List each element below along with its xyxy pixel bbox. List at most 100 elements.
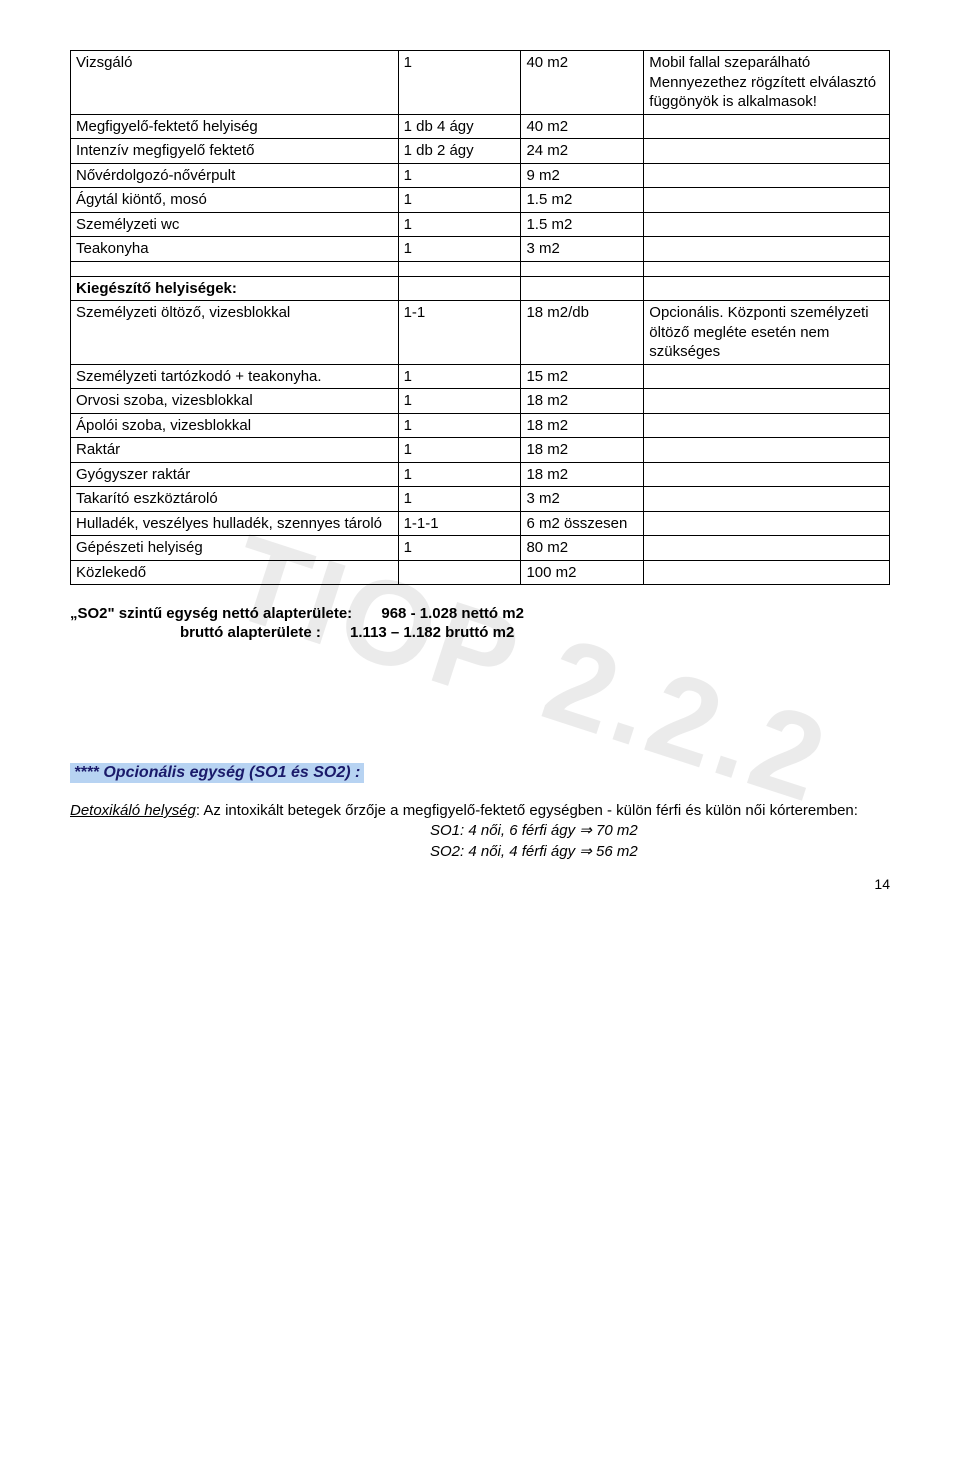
cell [398,276,521,301]
table-row: Személyzeti tartózkodó + teakonyha. 1 15… [71,364,890,389]
summary-brutto-value: 1.113 – 1.182 bruttó m2 [350,624,514,641]
cell: Intenzív megfigyelő fektető [71,139,399,164]
table-row: Személyzeti wc 1 1.5 m2 [71,212,890,237]
cell: Ápolói szoba, vizesblokkal [71,413,399,438]
section-heading: Kiegészítő helyiségek: [71,276,399,301]
cell [644,462,890,487]
table-row: Nővérdolgozó-nővérpult 1 9 m2 [71,163,890,188]
table-row: Orvosi szoba, vizesblokkal 1 18 m2 [71,389,890,414]
cell [644,237,890,262]
cell: Közlekedő [71,560,399,585]
cell: 1 [398,487,521,512]
cell: Takarító eszköztároló [71,487,399,512]
detox-text: : Az intoxikált betegek őrzője a megfigy… [196,802,858,819]
cell [521,276,644,301]
table-row: Ápolói szoba, vizesblokkal 1 18 m2 [71,413,890,438]
cell: 80 m2 [521,536,644,561]
cell: 1 [398,438,521,463]
cell [644,276,890,301]
cell: 1 [398,51,521,115]
summary-netto-label: „SO2" szintű egység nettó alapterülete: [70,605,352,622]
cell: 1-1 [398,301,521,365]
cell [644,139,890,164]
cell [398,560,521,585]
cell [644,163,890,188]
cell: Nővérdolgozó-nővérpult [71,163,399,188]
cell [644,389,890,414]
table-row: Teakonyha 1 3 m2 [71,237,890,262]
cell: 40 m2 [521,114,644,139]
detox-label: Detoxikáló helység [70,802,196,819]
cell [644,438,890,463]
cell [644,413,890,438]
cell: Személyzeti öltöző, vizesblokkal [71,301,399,365]
cell: Személyzeti wc [71,212,399,237]
cell: 1 [398,536,521,561]
cell: 1 [398,163,521,188]
page-number: 14 [874,876,890,892]
summary-block: „SO2" szintű egység nettó alapterülete: … [70,605,890,641]
table-row: Vizsgáló 1 40 m2 Mobil fallal szeparálha… [71,51,890,115]
summary-brutto-label: bruttó alapterülete : [180,624,321,641]
table-row: Személyzeti öltöző, vizesblokkal 1-1 18 … [71,301,890,365]
optional-section-heading: **** Opcionális egység (SO1 és SO2) : [70,763,364,783]
cell: 18 m2 [521,413,644,438]
cell [644,487,890,512]
cell: 18 m2 [521,462,644,487]
cell: Raktár [71,438,399,463]
table-row: Hulladék, veszélyes hulladék, szennyes t… [71,511,890,536]
cell [644,188,890,213]
cell: Teakonyha [71,237,399,262]
cell: 24 m2 [521,139,644,164]
table-row: Közlekedő 100 m2 [71,560,890,585]
cell [644,364,890,389]
cell: Mobil fallal szeparálható Mennyezethez r… [644,51,890,115]
cell: Hulladék, veszélyes hulladék, szennyes t… [71,511,399,536]
cell: 1 db 4 ágy [398,114,521,139]
cell: Megfigyelő-fektető helyiség [71,114,399,139]
cell: 1-1-1 [398,511,521,536]
detox-line-so2: SO2: 4 női, 4 férfi ágy ⇒ 56 m2 [70,842,890,862]
cell: 6 m2 összesen [521,511,644,536]
cell: 1 [398,462,521,487]
cell: 40 m2 [521,51,644,115]
table-row: Gépészeti helyiség 1 80 m2 [71,536,890,561]
table-row: Megfigyelő-fektető helyiség 1 db 4 ágy 4… [71,114,890,139]
cell: 18 m2/db [521,301,644,365]
cell [644,536,890,561]
cell: 3 m2 [521,237,644,262]
table-row: Ágytál kiöntő, mosó 1 1.5 m2 [71,188,890,213]
cell: Orvosi szoba, vizesblokkal [71,389,399,414]
spacer-row [71,261,890,276]
cell: 1 [398,413,521,438]
table-row: Takarító eszköztároló 1 3 m2 [71,487,890,512]
cell: 1 [398,389,521,414]
table-row: Raktár 1 18 m2 [71,438,890,463]
table-row: Gyógyszer raktár 1 18 m2 [71,462,890,487]
cell: Opcionális. Központi személyzeti öltöző … [644,301,890,365]
cell: Ágytál kiöntő, mosó [71,188,399,213]
cell: 9 m2 [521,163,644,188]
cell: 1.5 m2 [521,212,644,237]
cell: 1 [398,188,521,213]
cell: 1 [398,237,521,262]
cell: Gyógyszer raktár [71,462,399,487]
cell [644,511,890,536]
cell: 3 m2 [521,487,644,512]
cell: 1 [398,364,521,389]
cell: 18 m2 [521,389,644,414]
cell: 100 m2 [521,560,644,585]
cell: Személyzeti tartózkodó + teakonyha. [71,364,399,389]
cell: 15 m2 [521,364,644,389]
summary-netto-value: 968 - 1.028 nettó m2 [381,605,524,622]
cell [644,114,890,139]
cell: Vizsgáló [71,51,399,115]
table-row: Intenzív megfigyelő fektető 1 db 2 ágy 2… [71,139,890,164]
cell: 1 db 2 ágy [398,139,521,164]
cell: 1.5 m2 [521,188,644,213]
cell: 1 [398,212,521,237]
table-main: Vizsgáló 1 40 m2 Mobil fallal szeparálha… [70,50,890,585]
detox-block: Detoxikáló helység: Az intoxikált betege… [70,801,890,862]
cell [644,560,890,585]
detox-line-so1: SO1: 4 női, 6 férfi ágy ⇒ 70 m2 [70,821,890,841]
